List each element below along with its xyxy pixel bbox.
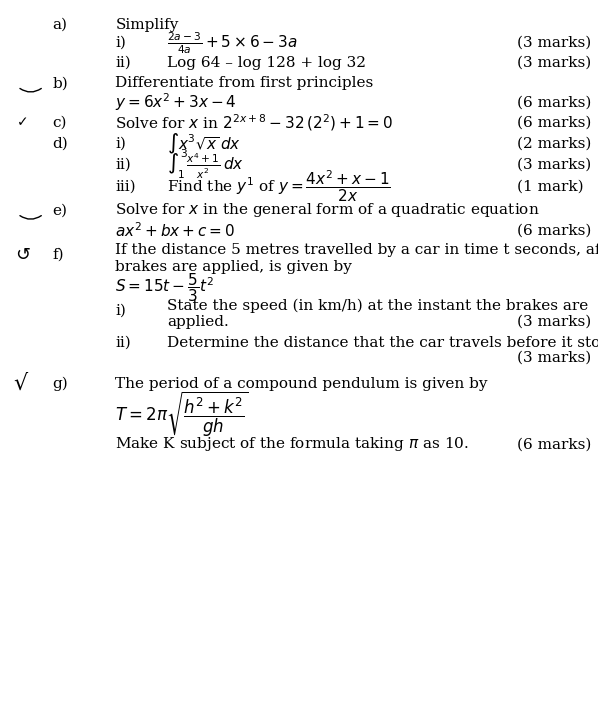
Text: Differentiate from first principles: Differentiate from first principles bbox=[115, 76, 374, 91]
Text: Simplify: Simplify bbox=[115, 18, 179, 32]
Text: c): c) bbox=[52, 115, 66, 129]
Text: $T = 2\pi \sqrt{\dfrac{h^2+k^2}{gh}}$: $T = 2\pi \sqrt{\dfrac{h^2+k^2}{gh}}$ bbox=[115, 389, 249, 439]
Text: g): g) bbox=[52, 376, 68, 391]
Text: i): i) bbox=[115, 137, 126, 151]
Text: $\int_1^3 \frac{x^4+1}{x^2}\, dx$: $\int_1^3 \frac{x^4+1}{x^2}\, dx$ bbox=[167, 148, 244, 181]
Text: (3 marks): (3 marks) bbox=[517, 350, 591, 365]
Text: (3 marks): (3 marks) bbox=[517, 56, 591, 70]
Text: (1 mark): (1 mark) bbox=[517, 179, 584, 194]
Text: ii): ii) bbox=[115, 56, 131, 70]
Text: (2 marks): (2 marks) bbox=[517, 137, 591, 151]
Text: e): e) bbox=[52, 204, 67, 218]
Text: (6 marks): (6 marks) bbox=[517, 96, 591, 109]
Text: f): f) bbox=[52, 247, 64, 262]
Text: d): d) bbox=[52, 137, 68, 151]
Text: $y = 6x^2 + 3x - 4$: $y = 6x^2 + 3x - 4$ bbox=[115, 91, 237, 113]
Text: iii): iii) bbox=[115, 179, 136, 194]
Text: $\int x^3\sqrt{x}\, dx$: $\int x^3\sqrt{x}\, dx$ bbox=[167, 132, 241, 156]
Text: i): i) bbox=[115, 304, 126, 318]
Text: (3 marks): (3 marks) bbox=[517, 36, 591, 50]
Text: brakes are applied, is given by: brakes are applied, is given by bbox=[115, 260, 352, 273]
Text: (6 marks): (6 marks) bbox=[517, 437, 591, 451]
Text: Find the $y^1$ of $y = \dfrac{4x^2+x-1}{2x}$: Find the $y^1$ of $y = \dfrac{4x^2+x-1}{… bbox=[167, 168, 391, 204]
Text: State the speed (in km/h) at the instant the brakes are: State the speed (in km/h) at the instant… bbox=[167, 299, 588, 313]
Text: If the distance 5 metres travelled by a car in time t seconds, after the: If the distance 5 metres travelled by a … bbox=[115, 243, 598, 257]
Text: ii): ii) bbox=[115, 336, 131, 349]
Text: Log 64 – log 128 + log 32: Log 64 – log 128 + log 32 bbox=[167, 56, 366, 70]
Text: ↺: ↺ bbox=[15, 246, 30, 263]
Text: $ax^2 + bx + c = 0$: $ax^2 + bx + c = 0$ bbox=[115, 221, 236, 240]
Text: $S = 15t - \dfrac{5}{3}t^2$: $S = 15t - \dfrac{5}{3}t^2$ bbox=[115, 271, 214, 304]
Text: Determine the distance that the car travels before it stops.: Determine the distance that the car trav… bbox=[167, 336, 598, 349]
Text: (3 marks): (3 marks) bbox=[517, 315, 591, 329]
Text: $\frac{2a-3}{4a} + 5 \times 6 - 3a$: $\frac{2a-3}{4a} + 5 \times 6 - 3a$ bbox=[167, 30, 298, 56]
Text: (3 marks): (3 marks) bbox=[517, 157, 591, 171]
Text: (6 marks): (6 marks) bbox=[517, 115, 591, 129]
Text: ii): ii) bbox=[115, 157, 131, 171]
Text: ✓: ✓ bbox=[17, 115, 28, 129]
Text: √: √ bbox=[13, 374, 28, 394]
Text: Solve for $x$ in the general form of a quadratic equation: Solve for $x$ in the general form of a q… bbox=[115, 202, 540, 220]
Text: b): b) bbox=[52, 76, 68, 91]
Text: Solve for $x$ in $2^{2x+8} - 32\,(2^2) + 1 = 0$: Solve for $x$ in $2^{2x+8} - 32\,(2^2) +… bbox=[115, 112, 393, 133]
Text: a): a) bbox=[52, 18, 67, 32]
Text: (6 marks): (6 marks) bbox=[517, 223, 591, 237]
Text: i): i) bbox=[115, 36, 126, 50]
Text: applied.: applied. bbox=[167, 315, 228, 329]
Text: The period of a compound pendulum is given by: The period of a compound pendulum is giv… bbox=[115, 377, 488, 391]
Text: Make K subject of the formula taking $\pi$ as 10.: Make K subject of the formula taking $\p… bbox=[115, 435, 469, 453]
